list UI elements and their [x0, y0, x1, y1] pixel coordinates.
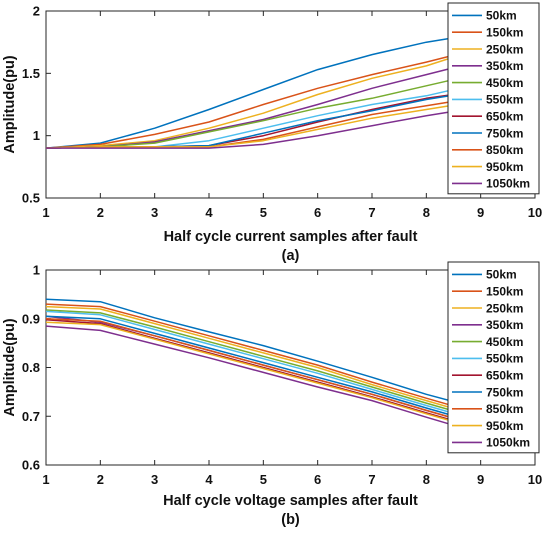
x-tick-label: 5 — [260, 205, 267, 220]
legend-entry: 50km — [486, 268, 517, 282]
panel-label: (b) — [281, 512, 300, 528]
series-line-950km — [46, 100, 481, 149]
y-tick-label: 0.7 — [22, 409, 40, 424]
x-tick-label: 2 — [97, 205, 104, 220]
x-tick-label: 9 — [477, 472, 484, 487]
series-line-150km — [46, 303, 481, 415]
y-tick-label: 0.6 — [22, 458, 40, 473]
legend-entry: 50km — [486, 9, 517, 23]
x-tick-label: 5 — [260, 472, 267, 487]
legend-entry: 450km — [486, 76, 523, 90]
x-tick-label: 8 — [423, 205, 430, 220]
legend: 50km 150km 250km 350km 450km 550km 650km 750km 8… — [447, 261, 540, 454]
legend-entry: 1050km — [486, 436, 530, 450]
series-line-750km — [46, 315, 481, 425]
series-line-450km — [46, 309, 481, 420]
legend-entry: 350km — [486, 59, 523, 73]
legend-entry: 350km — [486, 318, 523, 332]
series-line-550km — [46, 310, 481, 422]
legend-entry: 950km — [486, 419, 523, 433]
legend-entry: 750km — [486, 385, 523, 399]
legend-box — [447, 261, 540, 454]
x-tick-label: 7 — [368, 205, 375, 220]
x-tick-label: 1 — [42, 205, 49, 220]
legend: 50km 150km 250km 350km 450km 550km 650km 750km 8… — [447, 2, 540, 195]
legend-entry: 150km — [486, 285, 523, 299]
legend-entry: 150km — [486, 26, 523, 40]
x-tick-label: 3 — [151, 205, 158, 220]
x-tick-label: 6 — [314, 472, 321, 487]
y-axis-label: Amplitude(pu) — [2, 318, 18, 416]
panel-label: (a) — [282, 248, 300, 264]
x-tick-label: 2 — [97, 472, 104, 487]
x-tick-label: 4 — [205, 205, 213, 220]
chart-panel-b: 1 2 3 4 5 6 7 8 9 10 0.6 0.7 0.8 0.9 1 Half cycle volta… — [2, 261, 542, 528]
series-line-650km — [46, 318, 481, 430]
x-tick-label: 9 — [477, 205, 484, 220]
legend-entry: 450km — [486, 335, 523, 349]
y-tick-label: 0.9 — [22, 311, 40, 326]
series-line-150km — [46, 47, 481, 149]
series-line-50km — [46, 32, 481, 149]
series-line-250km — [46, 305, 481, 418]
x-tick-label: 3 — [151, 472, 158, 487]
y-axis-label: Amplitude(pu) — [2, 55, 18, 153]
legend-entry: 950km — [486, 160, 523, 174]
legend-entry: 750km — [486, 126, 523, 140]
x-tick-label: 7 — [368, 472, 375, 487]
y-tick-label: 1 — [33, 263, 40, 278]
y-tick-label: 1.5 — [22, 66, 40, 81]
legend-entry: 850km — [486, 402, 523, 416]
y-tick-label: 0.5 — [22, 191, 40, 206]
legend-entry: 550km — [486, 352, 523, 366]
x-tick-label: 10 — [528, 205, 542, 220]
y-tick-label: 1 — [33, 128, 40, 143]
legend-entry: 250km — [486, 301, 523, 315]
x-tick-label: 10 — [528, 472, 542, 487]
legend-box — [447, 2, 540, 195]
x-tick-label: 4 — [205, 472, 213, 487]
y-tick-label: 2 — [33, 4, 40, 19]
x-axis-label: Half cycle voltage samples after fault — [163, 493, 418, 509]
legend-entry: 550km — [486, 93, 523, 107]
legend-entry: 1050km — [486, 177, 530, 191]
y-tick-label: 0.8 — [22, 360, 40, 375]
x-axis-label: Half cycle current samples after fault — [164, 229, 418, 245]
x-tick-label: 1 — [42, 472, 49, 487]
legend-entry: 650km — [486, 369, 523, 383]
series-line-250km — [46, 47, 481, 149]
series-line-50km — [46, 298, 481, 410]
legend-entry: 650km — [486, 110, 523, 124]
legend-entry: 250km — [486, 42, 523, 56]
series-line-1050km — [46, 325, 481, 435]
series-line-950km — [46, 321, 481, 431]
series-line-1050km — [46, 106, 481, 149]
x-tick-label: 8 — [423, 472, 430, 487]
series-line-850km — [46, 318, 481, 427]
x-tick-label: 6 — [314, 205, 321, 220]
legend-entry: 850km — [486, 143, 523, 157]
series-line-450km — [46, 72, 481, 149]
